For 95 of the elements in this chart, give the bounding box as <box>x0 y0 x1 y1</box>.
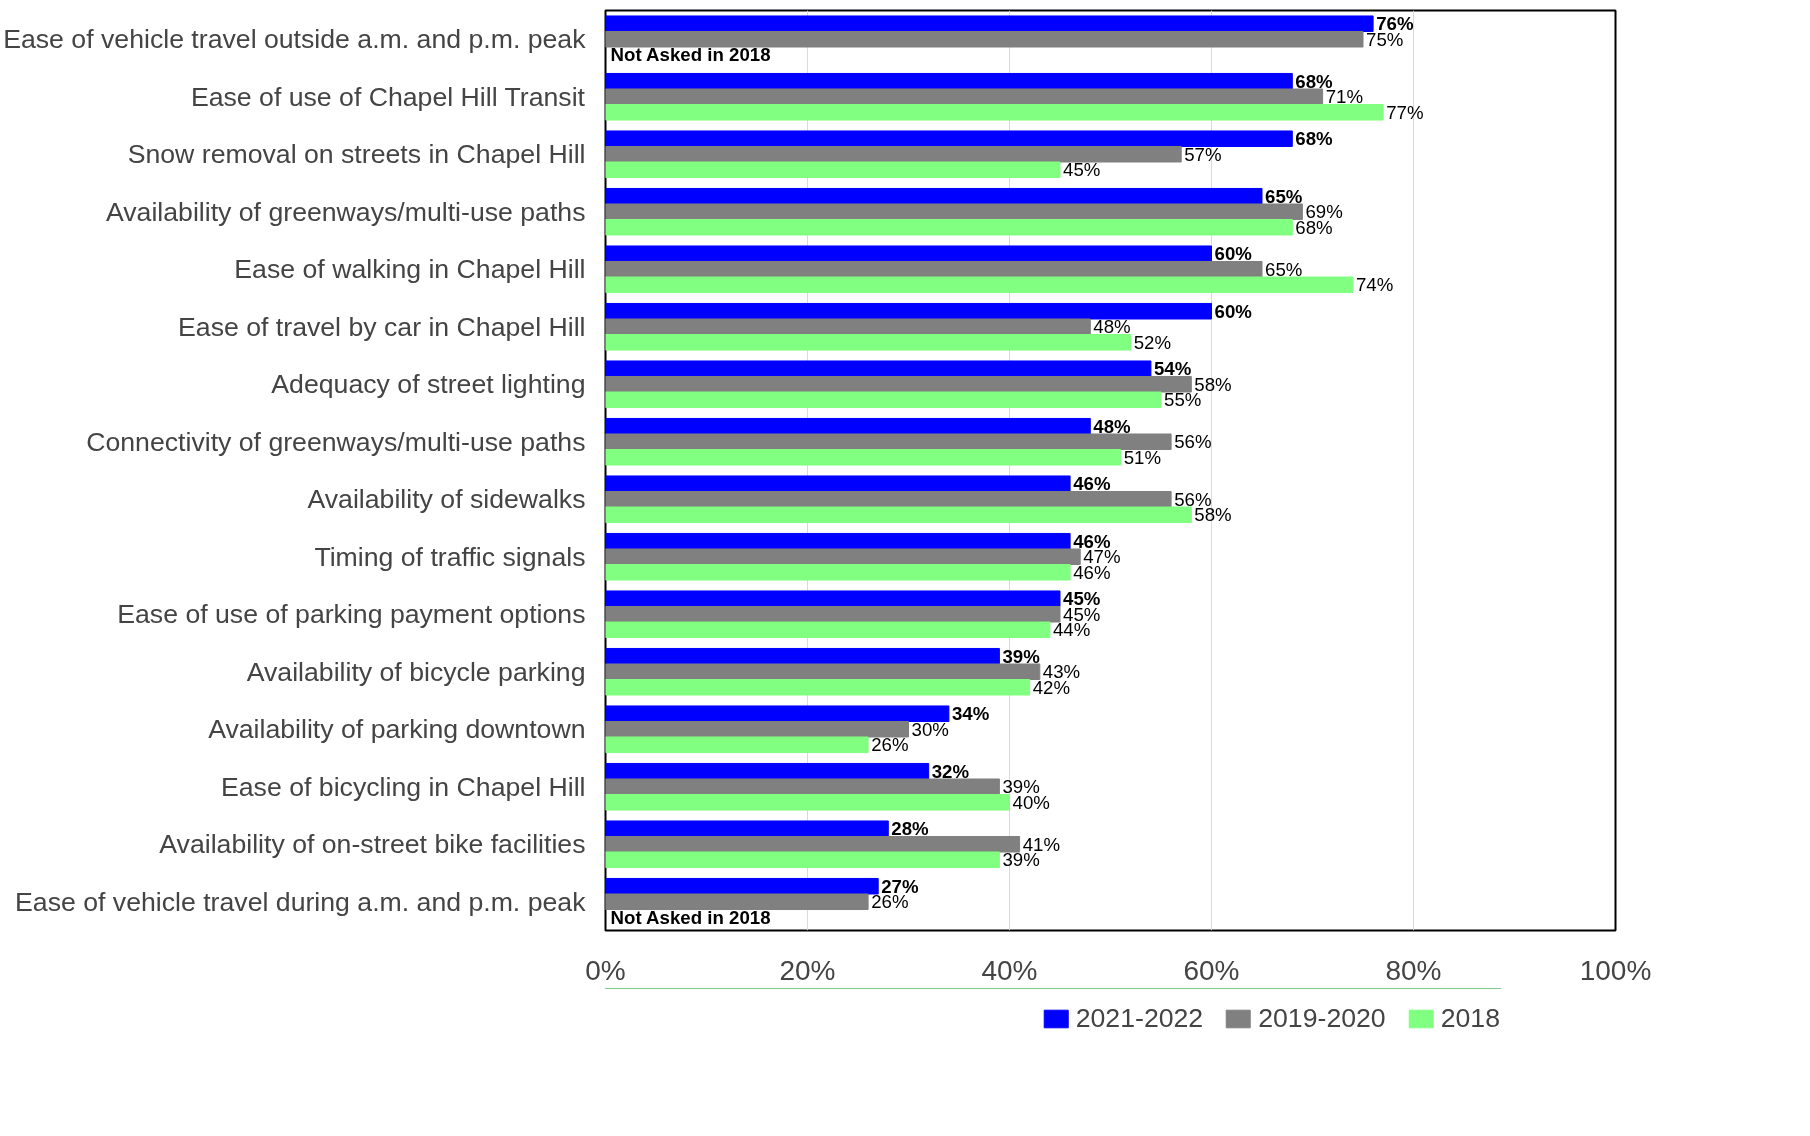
annotation: Not Asked in 2018 <box>610 44 771 66</box>
bar <box>605 794 1010 811</box>
bar <box>605 621 1051 639</box>
x-tick-label: 20% <box>779 954 836 986</box>
bar <box>605 663 1041 681</box>
x-tick-label: 100% <box>1579 954 1652 986</box>
data-label: 34% <box>951 703 990 725</box>
y-tick-label: Availability of bicycle parking <box>246 656 586 687</box>
bar <box>605 318 1091 336</box>
data-label: 74% <box>1355 274 1394 296</box>
bar <box>605 391 1162 409</box>
bar <box>605 375 1192 393</box>
x-tick-label: 60% <box>1183 954 1240 986</box>
bar <box>605 720 909 738</box>
bar <box>605 877 879 895</box>
bar <box>605 417 1091 435</box>
bar <box>605 276 1354 294</box>
bar <box>605 705 950 722</box>
bar <box>605 334 1132 351</box>
bar <box>605 532 1071 550</box>
data-label: 60% <box>1214 243 1253 265</box>
bar <box>605 506 1192 524</box>
data-label: 45% <box>1063 159 1101 181</box>
bar <box>605 15 1374 32</box>
data-label: 39% <box>1002 645 1041 667</box>
data-label: 46% <box>1073 473 1111 495</box>
data-label: 30% <box>911 718 949 740</box>
bar <box>605 762 930 780</box>
bar <box>605 72 1293 90</box>
bar <box>605 679 1031 696</box>
y-tick-label: Ease of vehicle travel outside a.m. and p.m. peak <box>3 24 587 55</box>
y-tick-label: Availability of greenways/multi-use paths <box>105 196 586 227</box>
bar <box>605 88 1324 106</box>
y-tick-label: Availability of parking downtown <box>208 714 586 745</box>
bar <box>605 490 1172 508</box>
data-label: 57% <box>1184 143 1222 165</box>
data-label: 48% <box>1093 415 1132 437</box>
x-tick-label: 40% <box>981 954 1038 986</box>
bar <box>605 130 1293 147</box>
data-label: 77% <box>1386 101 1424 123</box>
bar <box>605 736 869 754</box>
data-label: 65% <box>1265 258 1303 280</box>
bar <box>605 893 869 911</box>
bar <box>605 360 1152 377</box>
bar <box>605 475 1071 492</box>
x-tick-label: 0% <box>585 954 626 986</box>
bar <box>605 161 1061 179</box>
legend-label: 2019-2020 <box>1258 1002 1386 1034</box>
y-tick-label: Ease of use of parking payment options <box>117 599 586 630</box>
annotation: Not Asked in 2018 <box>610 906 771 928</box>
bar <box>605 778 1000 796</box>
bar <box>605 605 1061 623</box>
y-tick-label: Ease of travel by car in Chapel Hill <box>178 311 586 342</box>
bar <box>605 851 1000 869</box>
bar <box>605 820 889 837</box>
data-label: 52% <box>1133 331 1172 353</box>
y-tick-label: Timing of traffic signals <box>314 541 586 572</box>
bar <box>605 104 1384 121</box>
data-label: 26% <box>871 734 909 756</box>
bar <box>605 835 1021 853</box>
bar <box>605 590 1061 607</box>
data-label: 32% <box>931 760 970 782</box>
bar <box>605 30 1364 48</box>
bar <box>605 548 1081 566</box>
bar <box>605 564 1071 581</box>
bar <box>605 449 1122 466</box>
data-label: 51% <box>1123 446 1161 468</box>
y-tick-label: Ease of bicycling in Chapel Hill <box>221 771 586 802</box>
y-tick-label: Availability of sidewalks <box>307 484 586 515</box>
legend-label: 2018 <box>1440 1002 1500 1034</box>
y-tick-label: Ease of vehicle travel during a.m. and p.m. peak <box>15 886 587 917</box>
data-label: 65% <box>1265 185 1303 207</box>
bar <box>605 187 1263 205</box>
bar <box>605 219 1293 236</box>
bar <box>605 145 1182 163</box>
data-label: 60% <box>1214 300 1253 322</box>
x-tick-label: 80% <box>1385 954 1442 986</box>
data-label: 56% <box>1174 431 1212 453</box>
data-label: 54% <box>1153 358 1192 380</box>
y-tick-label: Ease of use of Chapel Hill Transit <box>190 81 586 112</box>
bar <box>605 245 1212 262</box>
data-label: 48% <box>1093 316 1131 338</box>
data-label: 68% <box>1295 128 1334 150</box>
y-tick-label: Snow removal on streets in Chapel Hill <box>127 139 586 170</box>
bar <box>605 647 1000 665</box>
bar <box>605 433 1172 451</box>
data-label: 28% <box>891 818 930 840</box>
bar <box>605 302 1212 320</box>
y-tick-label: Connectivity of greenways/multi-use paths <box>86 426 586 457</box>
bar <box>605 203 1303 221</box>
legend-label: 2021-2022 <box>1075 1002 1204 1034</box>
y-tick-label: Availability of on-street bike facilities <box>159 829 586 860</box>
y-tick-label: Adequacy of street lighting <box>271 369 586 400</box>
bar <box>605 260 1263 278</box>
y-tick-label: Ease of walking in Chapel Hill <box>234 254 586 285</box>
